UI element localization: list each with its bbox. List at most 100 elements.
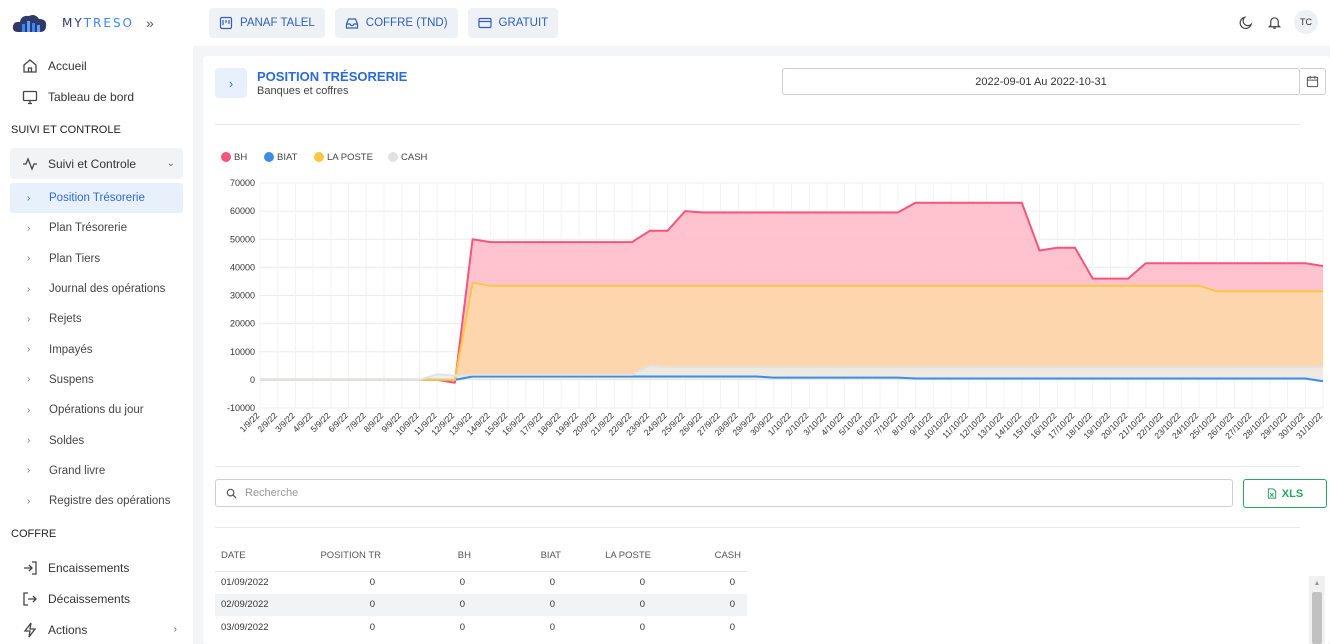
column-header[interactable]: BIAT <box>477 541 567 572</box>
chevron-right-icon: › <box>173 624 177 636</box>
column-header[interactable]: DATE <box>215 541 303 572</box>
sidebar-item-journal-des-operations[interactable]: › Journal des opérations <box>0 274 193 304</box>
sidebar-item-plan-tiers[interactable]: › Plan Tiers <box>0 244 193 274</box>
sidebar-item-grand-livre[interactable]: › Grand livre <box>0 456 193 486</box>
sidebar-item-actions[interactable]: Actions › <box>0 614 193 644</box>
table-row[interactable]: 01/09/2022 0 0 0 0 0 <box>215 571 747 594</box>
chevron-right-icon: › <box>27 404 31 416</box>
avatar[interactable]: TC <box>1294 10 1318 34</box>
table-cell: 0 <box>477 593 567 616</box>
sidebar-item-label: Soldes <box>49 434 85 447</box>
legend-swatch <box>221 152 231 162</box>
page-subtitle: Banques et coffres <box>257 85 349 97</box>
search-box[interactable] <box>215 479 1233 507</box>
sidebar-item-label: Opérations du jour <box>49 404 144 417</box>
inbox-icon <box>345 18 358 29</box>
sidebar-item-label: Impayés <box>49 343 93 356</box>
chevron-right-icon: › <box>27 465 31 477</box>
table-cell: 0 <box>549 577 555 588</box>
sidebar-item-label: Position Trésorerie <box>49 192 145 205</box>
sidebar-item-plan-tresorerie[interactable]: › Plan Trésorerie <box>0 213 193 243</box>
chevron-right-icon: › <box>27 495 31 507</box>
plan-button[interactable]: GRATUIT <box>467 8 559 38</box>
sidebar-item-position-tresorerie[interactable]: › Position Trésorerie <box>10 183 183 214</box>
y-tick-label: 30000 <box>230 291 255 301</box>
coffre-label: COFFRE (TND) <box>365 17 448 29</box>
chevron-down-icon: ⌄ <box>166 158 175 169</box>
table-scrollbar[interactable]: ▲ <box>1309 576 1325 644</box>
company-button[interactable]: PANAF TALEL <box>209 8 325 38</box>
sidebar-item-label: Journal des opérations <box>49 283 166 296</box>
brand-name: MYTRESO <box>62 16 134 30</box>
company-label: PANAF TALEL <box>240 17 315 29</box>
logout-icon <box>22 591 38 607</box>
search-input[interactable] <box>245 487 1145 499</box>
topbar-actions: TC <box>1226 10 1318 34</box>
table-row[interactable]: 02/09/2022 0 0 0 0 0 <box>215 593 747 616</box>
position-table: DATE POSITION TR BH BIAT LA POSTE CASH 0… <box>215 541 747 639</box>
expand-button[interactable]: › <box>215 68 247 98</box>
column-header[interactable]: CASH <box>657 541 747 572</box>
double-chevron-right-icon[interactable]: » <box>146 15 154 31</box>
y-tick-label: 0 <box>250 375 255 385</box>
section-title-suivi: SUIVI ET CONTROLE <box>11 124 121 136</box>
scroll-up-icon[interactable]: ▲ <box>1313 580 1321 587</box>
chevron-right-icon: › <box>27 344 31 356</box>
section-title-coffre: COFFRE <box>11 528 57 541</box>
table-row[interactable]: 03/09/2022 0 0 0 0 0 <box>215 616 747 639</box>
sidebar-item-label: Décaissements <box>48 591 131 606</box>
table-cell: 01/09/2022 <box>221 577 269 588</box>
plan-label: GRATUIT <box>498 17 549 29</box>
divider <box>215 527 1300 528</box>
activity-icon <box>22 156 38 172</box>
sidebar-item-label: Suspens <box>49 373 94 386</box>
sidebar-item-encaissements[interactable]: Encaissements <box>0 552 193 583</box>
sidebar-item-label: Grand livre <box>49 464 106 477</box>
date-range-input[interactable]: 2022-09-01 Au 2022-10-31 <box>782 68 1300 95</box>
logo-icon <box>12 12 48 34</box>
legend-label: BH <box>234 152 247 163</box>
sidebar-item-operations-du-jour[interactable]: › Opérations du jour <box>0 395 193 425</box>
column-header[interactable]: POSITION TR <box>303 541 387 572</box>
bolt-icon <box>22 622 38 638</box>
column-header[interactable]: BH <box>387 541 477 572</box>
table-cell: 0 <box>387 593 477 616</box>
sidebar-item-suspens[interactable]: › Suspens <box>0 365 193 395</box>
chevron-right-icon: › <box>27 253 31 265</box>
y-tick-label: 20000 <box>230 319 255 329</box>
moon-icon[interactable] <box>1238 14 1254 30</box>
brand: MYTRESO » <box>0 0 193 46</box>
sidebar-item-accueil[interactable]: Accueil <box>0 50 193 81</box>
series-line-cash <box>260 364 1323 381</box>
sidebar-item-rejets[interactable]: › Rejets <box>0 304 193 334</box>
credit-card-icon <box>477 17 492 29</box>
position-chart: -10000 0 10000 20000 30000 40000 50000 60000 700… <box>221 152 1325 441</box>
table-cell: 0 <box>549 621 555 633</box>
sidebar-item-tableau-de-bord[interactable]: Tableau de bord <box>0 81 193 112</box>
table-cell: 0 <box>303 593 387 616</box>
sidebar-item-impayes[interactable]: › Impayés <box>0 334 193 364</box>
series-line-la-poste <box>260 281 1323 381</box>
series-area-la-poste <box>260 282 1323 380</box>
chevron-right-icon: › <box>27 435 31 447</box>
calendar-icon[interactable] <box>1300 68 1326 95</box>
bell-icon[interactable] <box>1266 14 1282 30</box>
sidebar-item-registre-des-operations[interactable]: › Registre des opérations <box>0 486 193 516</box>
coffre-button[interactable]: COFFRE (TND) <box>334 8 458 38</box>
legend-label: BIAT <box>277 152 298 163</box>
search-icon <box>226 488 237 499</box>
sidebar-group-suivi-et-controle[interactable]: Suivi et Controle ⌄ <box>10 148 183 179</box>
column-header[interactable]: LA POSTE <box>567 541 657 572</box>
chevron-right-icon: › <box>228 75 234 91</box>
sidebar-item-decaissements[interactable]: Décaissements <box>0 583 193 614</box>
table-cell: 03/09/2022 <box>221 621 269 633</box>
y-tick-label: 50000 <box>230 234 255 244</box>
home-icon <box>22 58 38 74</box>
table-cell: 0 <box>369 621 375 633</box>
sidebar-item-soldes[interactable]: › Soldes <box>0 425 193 455</box>
sidebar-item-label: Rejets <box>49 313 82 326</box>
table-cell: 0 <box>729 577 735 588</box>
monitor-icon <box>22 89 38 105</box>
scroll-thumb[interactable] <box>1312 592 1322 644</box>
export-xls-button[interactable]: XLS <box>1243 479 1327 508</box>
